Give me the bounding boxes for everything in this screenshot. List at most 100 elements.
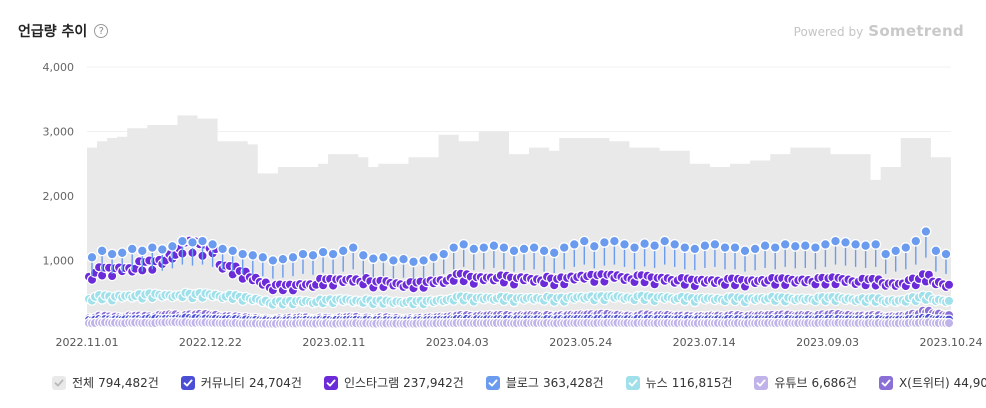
y-tick-label: 4,000 (43, 61, 75, 74)
series-blog-point (940, 248, 952, 260)
x-tick-label: 2022.12.22 (179, 336, 242, 349)
series-blog-point (699, 240, 711, 252)
series-blog-point (830, 235, 841, 247)
series-blog-point (659, 235, 671, 247)
chart-header: 언급량 추이 ? (18, 20, 109, 42)
series-blog-point (438, 248, 450, 260)
series-blog-point (478, 242, 490, 254)
series-blog-point (126, 243, 138, 255)
checkbox-check-icon[interactable] (180, 375, 195, 390)
series-blog-point (779, 238, 791, 250)
series-blog-point (197, 235, 208, 247)
series-blog-point (207, 238, 219, 250)
legend-item[interactable]: 전체 794,482건 (52, 374, 159, 391)
series-blog-point (749, 243, 761, 255)
series-blog-point (498, 242, 510, 254)
series-blog-point (639, 238, 651, 250)
series-blog-point (267, 255, 279, 266)
series-blog-point (619, 238, 630, 250)
series-blog-point (649, 240, 661, 252)
legend-item[interactable]: X(트위터)44,907건 (878, 374, 986, 391)
series-blog-point (719, 242, 731, 254)
legend-label: 블로그 (505, 376, 539, 390)
series-blog-point (187, 236, 198, 248)
checkbox-check-icon[interactable] (485, 375, 500, 390)
series-blog-point (468, 243, 480, 255)
question-circle-icon[interactable]: ? (94, 24, 109, 38)
series-blog-point (307, 249, 319, 261)
checkbox-check-icon[interactable] (625, 375, 640, 390)
series-blog-point (930, 245, 942, 257)
series-blog-point (870, 238, 882, 250)
series-blog-point (488, 240, 500, 252)
series-blog-point (357, 249, 369, 261)
series-blog-point (900, 242, 912, 254)
series-blog-point (458, 238, 470, 250)
checkbox-check-icon[interactable] (878, 375, 893, 390)
series-blog-point (86, 251, 98, 263)
x-tick-label: 2023.09.03 (796, 336, 859, 349)
series-blog-point (679, 242, 691, 254)
y-tick-label: 2,000 (43, 190, 75, 203)
legend-label: 전체 (72, 376, 95, 390)
legend-item[interactable]: 블로그 363,428건 (485, 374, 604, 391)
x-tick-label: 2023.07.14 (673, 336, 736, 349)
checkbox-check-icon[interactable] (754, 375, 769, 390)
series-6-point (943, 317, 955, 329)
series-3-point (943, 295, 955, 307)
checkbox-check-icon[interactable] (52, 375, 66, 390)
chart-legend: 전체 794,482건 커뮤니티 24,704건 인스타그램 237,942건 블로그 363… (52, 374, 986, 391)
series-blog-point (518, 243, 530, 255)
series-blog-point (850, 238, 862, 250)
y-tick-label: 1,000 (43, 255, 75, 268)
series-blog-point (528, 242, 540, 254)
checkbox-check-icon[interactable] (323, 375, 338, 390)
legend-label: 유튜브 (774, 376, 808, 390)
series-blog-point (629, 242, 640, 254)
series-blog-point (166, 240, 178, 252)
series-blog-point (227, 245, 239, 257)
x-tick-label: 2023.10.24 (920, 336, 983, 349)
series-blog-point (558, 242, 570, 254)
series-blog-point (568, 238, 580, 250)
series-blog-point (287, 251, 299, 263)
legend-item[interactable]: 뉴스 116,815건 (625, 374, 733, 391)
series-blog-point (217, 243, 229, 255)
series-blog-point (247, 249, 259, 261)
series-blog-point (398, 253, 409, 265)
mention-trend-chart: 4,000 3,000 2,000 1,000 2022.11.01 2022.12.22… (43, 61, 983, 349)
chart-title: 언급량 추이 (18, 24, 88, 40)
legend-count: 116,815건 (671, 376, 733, 390)
series-blog-point (136, 245, 148, 257)
legend-label: 뉴스 (645, 376, 668, 390)
series-blog-point (799, 240, 811, 252)
series-blog-point (669, 238, 681, 250)
series-blog-point (608, 235, 620, 247)
powered-prefix: Powered by (793, 25, 864, 39)
series-blog-point (297, 248, 309, 260)
legend-item[interactable]: 커뮤니티 24,704건 (180, 374, 302, 391)
series-blog-point (156, 244, 168, 255)
series-blog-point (347, 242, 359, 254)
series-blog-point (408, 256, 419, 268)
series-blog-point (317, 246, 329, 258)
series-blog-point (418, 255, 430, 266)
series-blog-point (377, 251, 389, 263)
series-blog-point (337, 245, 349, 257)
series-blog-point (709, 238, 721, 250)
series-blog-point (729, 242, 741, 254)
x-tick-label: 2023.04.03 (426, 336, 489, 349)
legend-count: 6,686건 (811, 376, 857, 390)
legend-item[interactable]: 유튜브 6,686건 (754, 374, 857, 391)
powered-by: Powered by Sometrend (794, 22, 964, 40)
y-tick-label: 3,000 (43, 126, 75, 139)
legend-label: 인스타그램 (343, 376, 400, 390)
series-blog-point (789, 240, 801, 252)
series-blog-point (880, 248, 892, 260)
legend-item[interactable]: 인스타그램 237,942건 (323, 374, 464, 391)
series-blog-point (910, 235, 922, 247)
series-blog-point (237, 248, 249, 260)
series-blog-point (809, 242, 821, 254)
x-tick-label: 2022.11.01 (56, 336, 119, 349)
series-blog-point (448, 242, 460, 254)
